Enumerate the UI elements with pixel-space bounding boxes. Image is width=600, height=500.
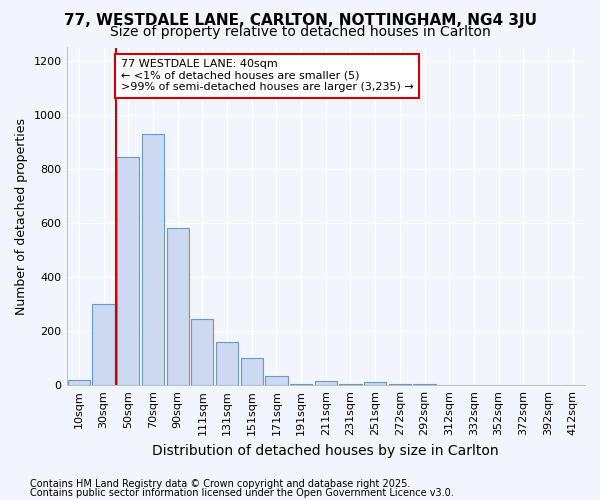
Text: 77, WESTDALE LANE, CARLTON, NOTTINGHAM, NG4 3JU: 77, WESTDALE LANE, CARLTON, NOTTINGHAM, … <box>64 12 536 28</box>
Text: 77 WESTDALE LANE: 40sqm
← <1% of detached houses are smaller (5)
>99% of semi-de: 77 WESTDALE LANE: 40sqm ← <1% of detache… <box>121 60 413 92</box>
Bar <box>413 384 436 385</box>
Bar <box>191 319 214 385</box>
Bar <box>142 134 164 385</box>
Bar <box>216 342 238 385</box>
Bar <box>117 157 139 385</box>
Bar <box>463 384 485 385</box>
Bar <box>290 384 312 385</box>
Text: Contains public sector information licensed under the Open Government Licence v3: Contains public sector information licen… <box>30 488 454 498</box>
Bar <box>68 380 90 385</box>
Text: Size of property relative to detached houses in Carlton: Size of property relative to detached ho… <box>110 25 490 39</box>
Bar <box>340 384 362 385</box>
Bar <box>167 228 189 385</box>
Bar <box>241 358 263 385</box>
Bar <box>265 376 287 385</box>
Y-axis label: Number of detached properties: Number of detached properties <box>15 118 28 315</box>
Bar <box>389 384 411 385</box>
Bar <box>92 304 115 385</box>
Bar <box>364 382 386 385</box>
X-axis label: Distribution of detached houses by size in Carlton: Distribution of detached houses by size … <box>152 444 499 458</box>
Bar <box>438 384 460 385</box>
Text: Contains HM Land Registry data © Crown copyright and database right 2025.: Contains HM Land Registry data © Crown c… <box>30 479 410 489</box>
Bar <box>314 381 337 385</box>
